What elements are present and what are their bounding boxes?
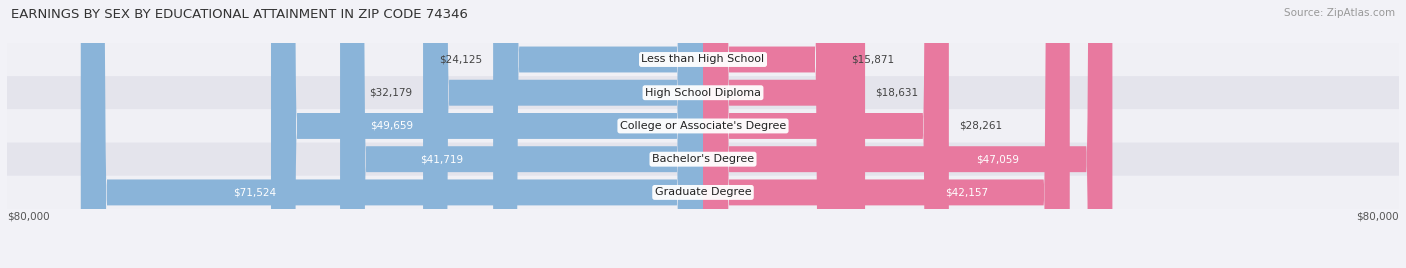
Text: Bachelor's Degree: Bachelor's Degree <box>652 154 754 164</box>
FancyBboxPatch shape <box>703 0 1112 268</box>
FancyBboxPatch shape <box>0 109 1406 143</box>
FancyBboxPatch shape <box>0 76 1406 109</box>
FancyBboxPatch shape <box>0 176 1406 209</box>
FancyBboxPatch shape <box>703 0 949 268</box>
Text: $42,157: $42,157 <box>945 187 988 198</box>
FancyBboxPatch shape <box>423 0 703 268</box>
Text: $41,719: $41,719 <box>420 154 463 164</box>
FancyBboxPatch shape <box>0 43 1406 76</box>
Text: $32,179: $32,179 <box>370 88 412 98</box>
FancyBboxPatch shape <box>80 0 703 268</box>
Text: $47,059: $47,059 <box>976 154 1019 164</box>
FancyBboxPatch shape <box>494 0 703 268</box>
Text: EARNINGS BY SEX BY EDUCATIONAL ATTAINMENT IN ZIP CODE 74346: EARNINGS BY SEX BY EDUCATIONAL ATTAINMEN… <box>11 8 468 21</box>
FancyBboxPatch shape <box>703 0 865 268</box>
Text: College or Associate's Degree: College or Associate's Degree <box>620 121 786 131</box>
Text: Source: ZipAtlas.com: Source: ZipAtlas.com <box>1284 8 1395 18</box>
Text: Graduate Degree: Graduate Degree <box>655 187 751 198</box>
FancyBboxPatch shape <box>703 0 1070 268</box>
Text: $18,631: $18,631 <box>876 88 918 98</box>
Text: Less than High School: Less than High School <box>641 54 765 65</box>
Text: $28,261: $28,261 <box>959 121 1002 131</box>
FancyBboxPatch shape <box>703 0 841 268</box>
Text: $24,125: $24,125 <box>440 54 482 65</box>
FancyBboxPatch shape <box>0 143 1406 176</box>
Text: $15,871: $15,871 <box>852 54 894 65</box>
FancyBboxPatch shape <box>271 0 703 268</box>
Text: High School Diploma: High School Diploma <box>645 88 761 98</box>
Text: $49,659: $49,659 <box>370 121 413 131</box>
Text: $71,524: $71,524 <box>233 187 277 198</box>
Text: $80,000: $80,000 <box>1357 212 1399 222</box>
FancyBboxPatch shape <box>340 0 703 268</box>
Text: $80,000: $80,000 <box>7 212 49 222</box>
